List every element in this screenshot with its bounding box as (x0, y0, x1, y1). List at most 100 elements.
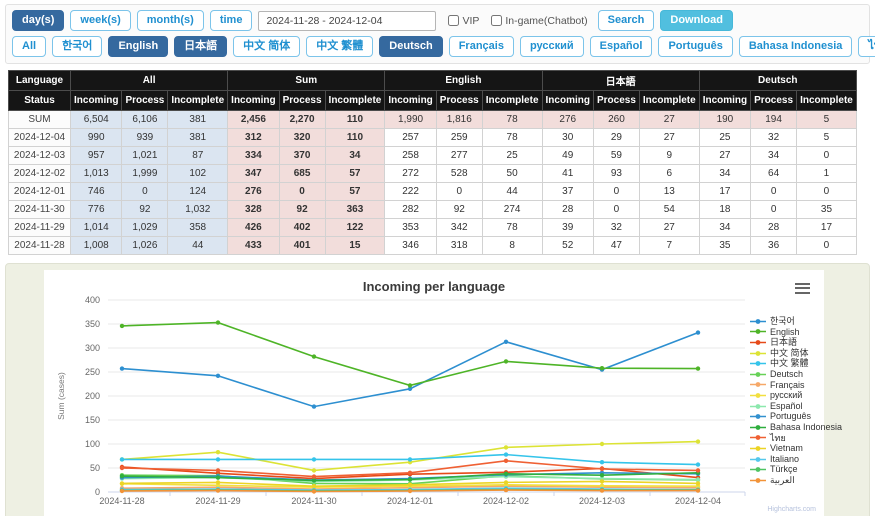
col-subheader: Incomplete (325, 91, 385, 111)
lang-button-12[interactable]: ไทย (858, 36, 875, 57)
date-range-input[interactable] (258, 11, 436, 31)
table-row: 2024-12-017460124276057222044370131700 (9, 183, 857, 201)
cell: 29 (593, 129, 639, 147)
lang-button-8[interactable]: русский (520, 36, 584, 57)
legend-item[interactable]: Português (750, 411, 842, 422)
legend-label: العربية (770, 475, 795, 486)
time-button-time[interactable]: time (210, 10, 253, 31)
legend-item[interactable]: Türkçe (750, 464, 842, 475)
cell: 92 (436, 201, 482, 219)
cell: 102 (168, 165, 228, 183)
legend-marker-icon (750, 476, 766, 485)
cell: 222 (385, 183, 436, 201)
row-label: SUM (9, 111, 71, 129)
cell: 36 (751, 237, 797, 255)
cell: 1,026 (122, 237, 168, 255)
legend-item[interactable]: Bahasa Indonesia (750, 422, 842, 433)
legend-item[interactable]: English (750, 327, 842, 338)
col-subheader: Incomplete (168, 91, 228, 111)
cell: 122 (325, 219, 385, 237)
legend-item[interactable]: 中文 繁體 (750, 358, 842, 369)
cell: 272 (385, 165, 436, 183)
legend-item[interactable]: Italiano (750, 454, 842, 465)
svg-text:2024-12-04: 2024-12-04 (675, 496, 721, 506)
col-group-Deutsch: Deutsch (699, 71, 856, 91)
cell: 1,032 (168, 201, 228, 219)
legend-marker-icon (750, 433, 766, 442)
legend-marker-icon (750, 370, 766, 379)
cell: 110 (325, 129, 385, 147)
lang-button-0[interactable]: All (12, 36, 46, 57)
chart-credits: Highcharts.com (767, 506, 816, 513)
download-button[interactable]: Download (660, 10, 733, 31)
svg-text:2024-11-28: 2024-11-28 (99, 496, 144, 506)
legend-item[interactable]: 中文 简体 (750, 348, 842, 359)
cell: 0 (797, 183, 857, 201)
legend-item[interactable]: Vietnam (750, 443, 842, 454)
lang-button-1[interactable]: 한국어 (52, 36, 102, 57)
row-label: 2024-12-02 (9, 165, 71, 183)
table-row: 2024-11-30776921,03232892363282922742805… (9, 201, 857, 219)
cell: 6 (639, 165, 699, 183)
lang-button-7[interactable]: Français (449, 36, 514, 57)
legend-marker-icon (750, 455, 766, 464)
checkbox-input[interactable] (491, 15, 502, 26)
legend-item[interactable]: Español (750, 401, 842, 412)
cell: 426 (228, 219, 279, 237)
legend-item[interactable]: Deutsch (750, 369, 842, 380)
lang-button-6[interactable]: Deutsch (379, 36, 442, 57)
checkbox-ingame[interactable]: In-game(Chatbot) (491, 15, 587, 27)
cell: 320 (279, 129, 325, 147)
chart-legend: 한국어English日本語中文 简体中文 繁體DeutschFrançaisру… (750, 316, 842, 486)
checkbox-vip[interactable]: VIP (448, 15, 479, 27)
lang-button-4[interactable]: 中文 简体 (233, 36, 300, 57)
cell: 13 (639, 183, 699, 201)
lang-button-11[interactable]: Bahasa Indonesia (739, 36, 853, 57)
col-group-日本語: 日本語 (542, 71, 699, 91)
cell: 342 (436, 219, 482, 237)
time-button-months[interactable]: month(s) (137, 10, 204, 31)
cell: 6,106 (122, 111, 168, 129)
svg-text:50: 50 (90, 463, 100, 473)
cell: 685 (279, 165, 325, 183)
legend-item[interactable]: العربية (750, 475, 842, 486)
cell: 276 (542, 111, 593, 129)
cell: 93 (593, 165, 639, 183)
legend-marker-icon (750, 327, 766, 336)
lang-button-9[interactable]: Español (590, 36, 653, 57)
time-button-weeks[interactable]: week(s) (70, 10, 130, 31)
cell: 776 (71, 201, 122, 219)
lang-button-3[interactable]: 日本語 (174, 36, 227, 57)
lang-button-10[interactable]: Português (658, 36, 732, 57)
legend-item[interactable]: Français (750, 380, 842, 391)
search-button[interactable]: Search (598, 10, 655, 31)
svg-text:2024-11-29: 2024-11-29 (195, 496, 240, 506)
cell: 528 (436, 165, 482, 183)
checkbox-input[interactable] (448, 15, 459, 26)
col-header-status: Status (9, 91, 71, 111)
lang-button-2[interactable]: English (108, 36, 168, 57)
legend-item[interactable]: 한국어 (750, 316, 842, 327)
cell: 1,014 (71, 219, 122, 237)
legend-item[interactable]: русский (750, 390, 842, 401)
cell: 9 (639, 147, 699, 165)
cell: 433 (228, 237, 279, 255)
cell: 276 (228, 183, 279, 201)
legend-marker-icon (750, 391, 766, 400)
row-label: 2024-12-03 (9, 147, 71, 165)
chart-menu-icon[interactable] (795, 280, 810, 296)
cell: 401 (279, 237, 325, 255)
legend-marker-icon (750, 380, 766, 389)
lang-button-5[interactable]: 中文 繁體 (306, 36, 373, 57)
chart-title: Incoming per language (44, 270, 824, 294)
legend-label: 日本語 (770, 337, 797, 348)
legend-item[interactable]: ไทย (750, 433, 842, 444)
cell: 370 (279, 147, 325, 165)
time-button-days[interactable]: day(s) (12, 10, 64, 31)
cell: 8 (482, 237, 542, 255)
cell: 347 (228, 165, 279, 183)
cell: 381 (168, 129, 228, 147)
cell: 28 (542, 201, 593, 219)
cell: 34 (699, 219, 750, 237)
legend-item[interactable]: 日本語 (750, 337, 842, 348)
